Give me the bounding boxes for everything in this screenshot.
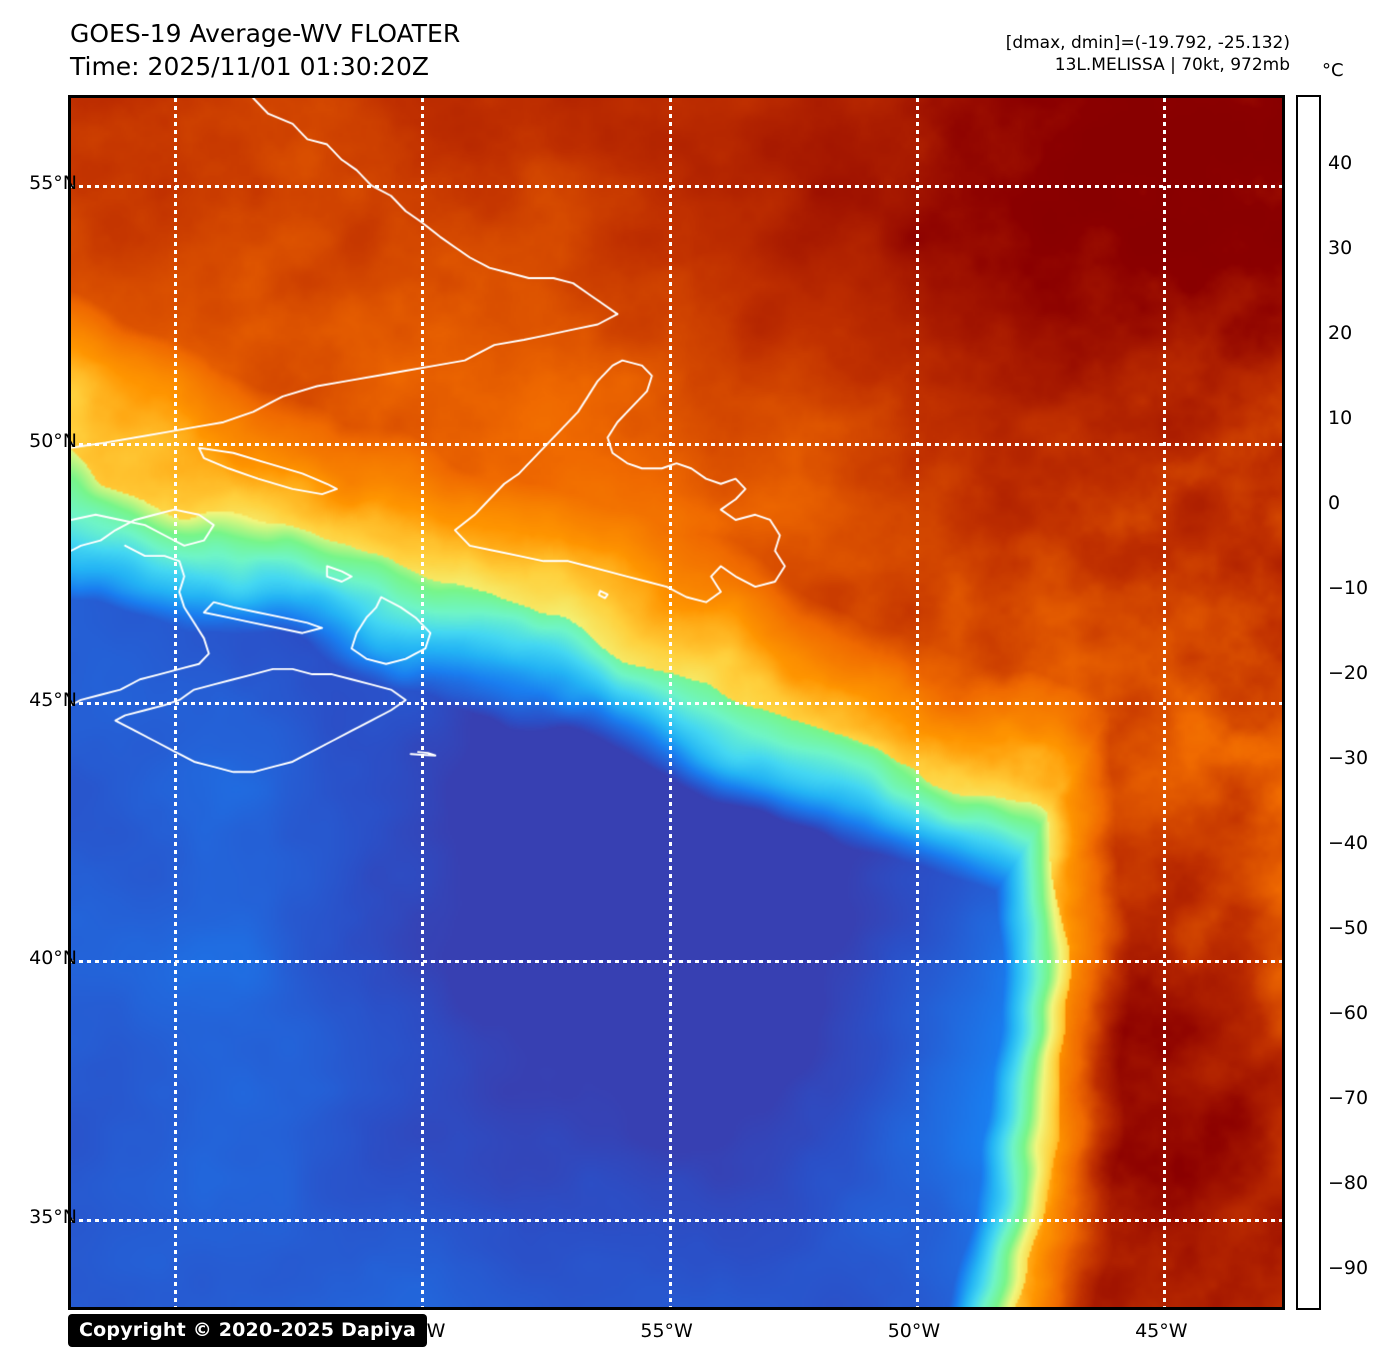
page-title: GOES-19 Average-WV FLOATER	[70, 19, 461, 48]
colorbar-tick-minus20: −20	[1328, 661, 1369, 684]
colorbar-tick-10: 10	[1328, 406, 1353, 429]
colorbar-tick-40: 40	[1328, 151, 1353, 174]
colorbar-tick-minus40: −40	[1328, 831, 1369, 854]
colorbar-unit-label: °C	[1322, 60, 1344, 81]
colorbar-tick-20: 20	[1328, 321, 1353, 344]
colorbar-tick-minus90: −90	[1328, 1256, 1369, 1279]
copyright-watermark: Copyright © 2020-2025 Dapiya	[68, 1314, 428, 1347]
x-axis-tick-minus55: 55°W	[640, 1320, 693, 1342]
storm-info-label: 13L.MELISSA | 70kt, 972mb	[1054, 55, 1290, 76]
y-axis-tick-55: 55°N	[29, 171, 77, 194]
colorbar-tick-minus70: −70	[1328, 1086, 1369, 1109]
dmax-dmin-label: [dmax, dmin]=(-19.792, -25.132)	[1005, 33, 1290, 53]
y-axis-tick-35: 35°N	[29, 1205, 77, 1228]
colorbar-tick-minus50: −50	[1328, 916, 1369, 939]
colorbar	[1296, 95, 1321, 1310]
metadata-block: [dmax, dmin]=(-19.792, -25.132) 13L.MELI…	[1006, 32, 1290, 77]
title-block: GOES-19 Average-WV FLOATER Time: 2025/11…	[70, 18, 460, 83]
x-axis-tick-minus45: 45°W	[1135, 1320, 1188, 1342]
colorbar-tick-minus80: −80	[1328, 1171, 1369, 1194]
y-axis-tick-50: 50°N	[29, 430, 77, 453]
y-axis-tick-40: 40°N	[29, 947, 77, 970]
colorbar-tick-minus60: −60	[1328, 1001, 1369, 1024]
satellite-imagery	[71, 98, 1282, 1307]
colorbar-tick-minus10: −10	[1328, 576, 1369, 599]
colorbar-gradient	[1298, 97, 1319, 1308]
colorbar-tick-0: 0	[1328, 491, 1341, 514]
x-axis-tick-minus50: 50°W	[887, 1320, 941, 1342]
map-plot-area	[68, 95, 1285, 1310]
timestamp-label: Time: 2025/11/01 01:30:20Z	[70, 51, 429, 81]
colorbar-tick-30: 30	[1328, 236, 1353, 259]
y-axis-tick-45: 45°N	[29, 688, 77, 711]
coastline-overlay	[71, 98, 1282, 1307]
colorbar-tick-minus30: −30	[1328, 746, 1369, 769]
